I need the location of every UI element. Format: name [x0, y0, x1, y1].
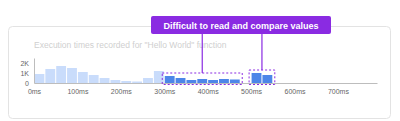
bar: [100, 78, 110, 83]
y-tick: 1K: [20, 70, 34, 77]
x-tick: 600ms: [284, 83, 306, 95]
bar: [208, 80, 218, 83]
x-tick: 0ms: [28, 83, 42, 95]
highlight-box: [162, 73, 242, 85]
y-tick-label: 1K: [20, 70, 29, 77]
bar: [197, 79, 207, 83]
bar: [165, 76, 175, 83]
x-tick-label: 100ms: [67, 88, 89, 95]
annotation-box: [151, 16, 331, 34]
bar: [132, 82, 142, 84]
x-axis-line: [35, 83, 378, 84]
card: [9, 27, 391, 119]
bar: [186, 80, 196, 83]
highlight-box: [249, 70, 275, 85]
x-tick-label: 500ms: [241, 88, 263, 95]
y-tick: 2K: [20, 60, 34, 67]
y-tick-label: 2K: [20, 60, 29, 67]
x-tick: 100ms: [67, 83, 89, 95]
y-tick-label: 0: [25, 80, 29, 87]
bar: [56, 66, 66, 83]
chart: Execution times recorded for "Hello Worl…: [0, 0, 400, 121]
x-tick-label: 200ms: [111, 88, 133, 95]
title: Execution times recorded for "Hello Worl…: [34, 40, 227, 50]
bars: [35, 66, 273, 83]
bar: [89, 75, 99, 83]
annotation-pointer: [202, 34, 203, 73]
bar: [121, 81, 131, 83]
annotation-pointer: [261, 34, 262, 70]
bar: [176, 78, 186, 83]
bar: [35, 74, 45, 83]
bar: [273, 83, 283, 84]
bar: [262, 75, 272, 83]
bar: [110, 80, 120, 83]
x-tick-label: 0ms: [28, 88, 42, 95]
x-tick-label: 600ms: [284, 88, 306, 95]
x-tick: 500ms: [241, 83, 263, 95]
annotation: Difficult to read and compare values: [151, 16, 331, 85]
x-tick: 700ms: [328, 83, 350, 95]
y-axis-line: [34, 59, 35, 84]
bar: [45, 69, 55, 83]
bar: [78, 72, 88, 83]
x-axis: 0ms 100ms 200ms 300ms 400ms 500ms 600ms 700ms: [28, 83, 378, 95]
annotation-text: Difficult to read and compare values: [163, 21, 318, 31]
bar: [219, 79, 229, 83]
bar: [143, 78, 153, 83]
x-tick-label: 700ms: [328, 88, 350, 95]
bar: [252, 73, 262, 83]
x-tick-label: 400ms: [198, 88, 220, 95]
y-tick: 0: [25, 80, 34, 87]
y-axis: 0 1K 2K: [20, 59, 34, 87]
x-tick-label: 300ms: [154, 88, 176, 95]
bar: [230, 80, 240, 84]
bar: [67, 68, 77, 83]
x-tick: 200ms: [111, 83, 133, 95]
